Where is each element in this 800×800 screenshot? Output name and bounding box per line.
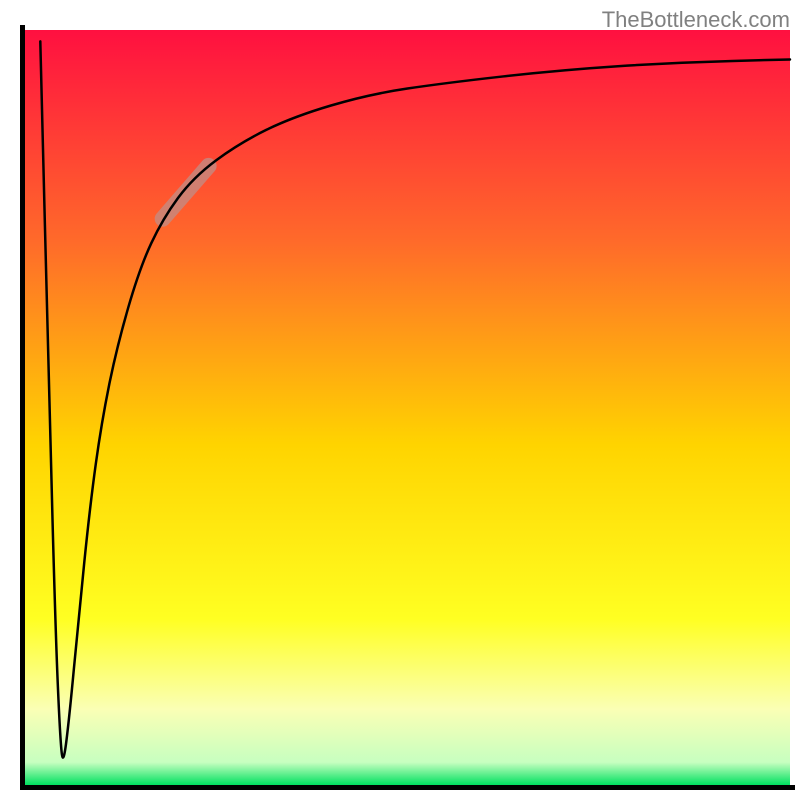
y-axis [20, 25, 25, 790]
watermark-text: TheBottleneck.com [602, 7, 790, 33]
bottleneck-curve [40, 41, 790, 757]
plot-area [25, 30, 790, 785]
curve-svg [25, 30, 790, 785]
x-axis [20, 785, 795, 790]
chart-container: TheBottleneck.com [0, 0, 800, 800]
